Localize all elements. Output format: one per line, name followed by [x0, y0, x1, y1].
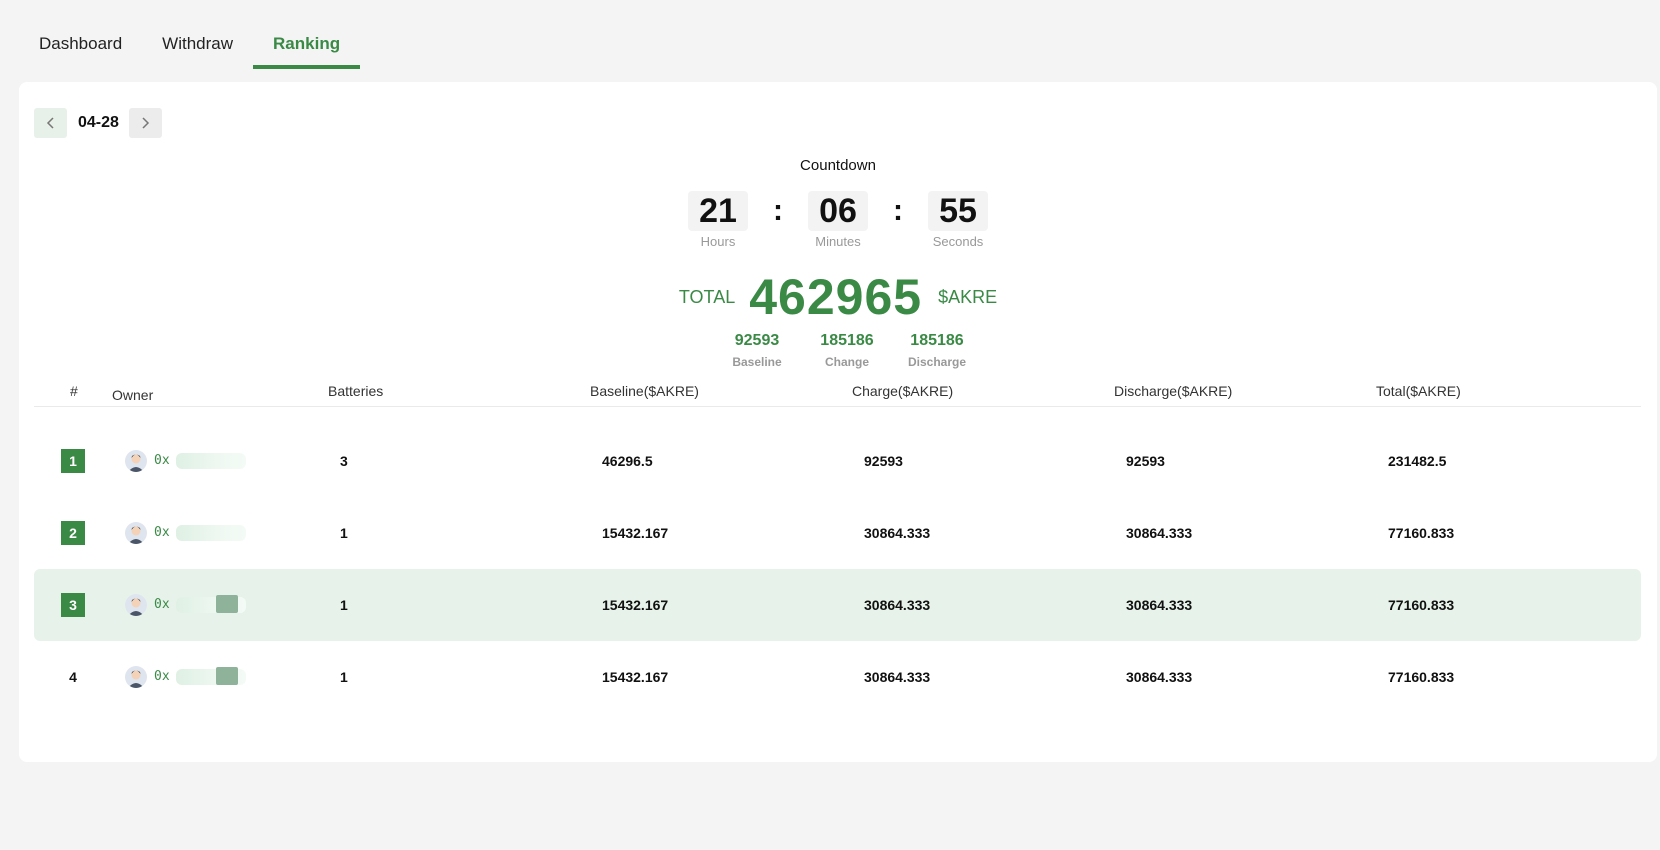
date-navigator: 04-28 [34, 108, 162, 138]
tab-dashboard[interactable]: Dashboard [39, 34, 123, 53]
address-mask [176, 667, 246, 685]
baseline-cell: 15432.167 [602, 597, 669, 613]
user-avatar-icon [128, 598, 144, 616]
discharge-label: Discharge [907, 355, 967, 369]
col-owner: Owner [112, 386, 154, 403]
seconds-unit: 55 Seconds [928, 191, 988, 249]
col-batteries: Batteries [328, 383, 384, 399]
hours-label: Hours [700, 234, 736, 249]
rank-badge: 3 [61, 593, 85, 617]
table-row[interactable]: 2 0x 1 15432.167 30864.333 30864.333 771… [34, 497, 1641, 569]
baseline-value: 92593 [734, 332, 780, 349]
tab-bar: Dashboard Withdraw Ranking [19, 26, 361, 70]
total-label: TOTAL [678, 286, 736, 307]
batteries-cell: 1 [340, 525, 348, 541]
table-row-highlighted[interactable]: 3 0x 1 15432.167 30864.333 30864.333 771… [34, 569, 1641, 641]
change-label: Change [824, 355, 869, 369]
hours-unit: 21 Hours [688, 191, 748, 249]
current-date: 04-28 [78, 114, 119, 131]
next-date-button[interactable] [128, 108, 162, 138]
total-cell: 231482.5 [1388, 453, 1447, 469]
tab-withdraw[interactable]: Withdraw [162, 34, 234, 53]
chevron-left-icon [46, 117, 54, 129]
time-separator: : [773, 194, 783, 227]
batteries-cell: 1 [340, 597, 348, 613]
seconds-value: 55 [928, 191, 988, 231]
col-discharge: Discharge($AKRE) [1114, 383, 1233, 399]
seconds-label: Seconds [932, 234, 984, 249]
owner-address[interactable]: 0x [154, 667, 246, 687]
user-avatar-icon [128, 454, 144, 472]
baseline-stat: 92593 Baseline [712, 332, 802, 369]
total-cell: 77160.833 [1388, 597, 1455, 613]
ranking-card: 04-28 Countdown 21 Hours : 06 Minutes : … [19, 82, 1657, 762]
change-value: 185186 [820, 332, 874, 349]
col-total: Total($AKRE) [1376, 383, 1461, 399]
user-avatar-icon [128, 670, 144, 688]
address-mask [176, 453, 246, 469]
avatar [125, 450, 147, 472]
batteries-cell: 3 [340, 453, 348, 469]
col-charge: Charge($AKRE) [852, 383, 954, 399]
time-separator: : [893, 194, 903, 227]
total-cell: 77160.833 [1388, 669, 1455, 685]
hours-value: 21 [688, 191, 748, 231]
chevron-right-icon [142, 117, 150, 129]
discharge-stat: 185186 Discharge [892, 332, 982, 369]
discharge-value: 185186 [910, 332, 964, 349]
charge-cell: 92593 [864, 453, 903, 469]
discharge-cell: 30864.333 [1126, 597, 1193, 613]
total-breakdown: 92593 Baseline 185186 Change 185186 Disc… [712, 332, 982, 369]
change-stat: 185186 Change [802, 332, 892, 369]
rank-badge: 1 [61, 449, 85, 473]
discharge-cell: 30864.333 [1126, 525, 1193, 541]
baseline-cell: 15432.167 [602, 669, 669, 685]
total-unit: $AKRE [938, 286, 998, 307]
minutes-unit: 06 Minutes [808, 191, 868, 249]
baseline-label: Baseline [732, 355, 782, 369]
total-summary: TOTAL 462965 $AKRE [19, 268, 1657, 326]
user-avatar-icon [128, 526, 144, 544]
tab-ranking[interactable]: Ranking [253, 26, 361, 69]
batteries-cell: 1 [340, 669, 348, 685]
baseline-cell: 15432.167 [602, 525, 669, 541]
address-mask [176, 525, 246, 541]
charge-cell: 30864.333 [864, 597, 931, 613]
address-mask [176, 595, 246, 613]
table-row[interactable]: 1 0x 3 46296.5 92593 92593 231482.5 [34, 425, 1641, 497]
rank-badge: 2 [61, 521, 85, 545]
owner-address[interactable]: 0x [154, 451, 246, 471]
countdown-timer: 21 Hours : 06 Minutes : 55 Seconds [688, 191, 988, 249]
minutes-label: Minutes [815, 234, 861, 249]
discharge-cell: 92593 [1126, 453, 1165, 469]
rank-number: 4 [69, 669, 77, 685]
col-rank: # [70, 383, 78, 399]
avatar [125, 522, 147, 544]
table-row[interactable]: 4 0x 1 15432.167 30864.333 30864.333 771… [34, 641, 1641, 713]
total-value: 462965 [749, 269, 923, 325]
baseline-cell: 46296.5 [602, 453, 653, 469]
table-header: # Owner Batteries Baseline($AKRE) Charge… [34, 382, 1641, 407]
owner-address[interactable]: 0x [154, 523, 246, 543]
avatar [125, 594, 147, 616]
owner-address[interactable]: 0x [154, 595, 246, 615]
col-baseline: Baseline($AKRE) [590, 383, 699, 399]
countdown-title: Countdown [800, 157, 876, 174]
minutes-value: 06 [808, 191, 868, 231]
prev-date-button[interactable] [34, 108, 67, 138]
charge-cell: 30864.333 [864, 669, 931, 685]
ranking-table: # Owner Batteries Baseline($AKRE) Charge… [34, 382, 1641, 713]
total-cell: 77160.833 [1388, 525, 1455, 541]
discharge-cell: 30864.333 [1126, 669, 1193, 685]
avatar [125, 666, 147, 688]
charge-cell: 30864.333 [864, 525, 931, 541]
